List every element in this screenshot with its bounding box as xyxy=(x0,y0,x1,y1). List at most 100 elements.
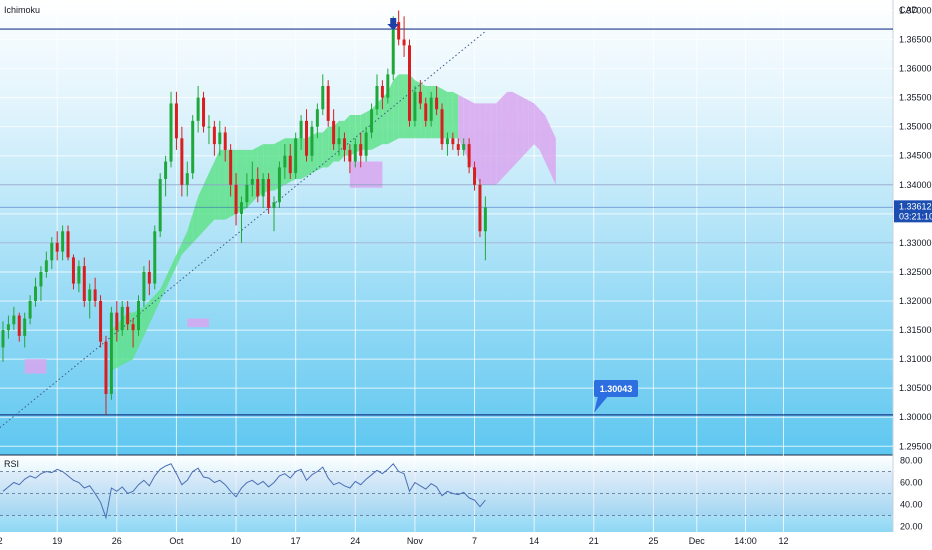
price-tick-label: 1.32500 xyxy=(899,267,932,277)
kumo-segment xyxy=(192,196,199,243)
kumo-segment xyxy=(203,173,209,232)
candle-bull xyxy=(462,144,466,150)
candle-bear xyxy=(223,132,227,150)
candle-bear xyxy=(147,271,151,284)
candle-bull xyxy=(272,202,276,209)
candle-bull xyxy=(294,138,298,174)
main-pane-background xyxy=(0,0,893,455)
price-axis[interactable]: 1.37000 1.36500 1.36000 1.35500 1.35000 1.345… xyxy=(894,5,932,532)
time-tick-label: 14 xyxy=(529,536,539,546)
candle-bear xyxy=(359,144,363,156)
callout-value: 1.30043 xyxy=(600,384,633,394)
candle-bear xyxy=(451,138,455,145)
candle-bull xyxy=(88,289,92,302)
time-axis-background xyxy=(0,532,893,550)
kumo-segment xyxy=(149,295,155,325)
candle-bull xyxy=(370,109,374,133)
price-tick-label: 1.32000 xyxy=(899,296,932,306)
kumo-segment xyxy=(317,132,323,171)
candle-bear xyxy=(180,138,184,185)
indicator-title[interactable]: Ichimoku xyxy=(4,5,40,15)
rsi-pane xyxy=(0,463,893,520)
candle-bull xyxy=(245,184,249,203)
candle-bear xyxy=(402,39,406,46)
time-tick-label: Nov xyxy=(407,536,424,546)
time-axis[interactable]: 12 19 26 Oct 10 17 24 Nov 7 14 21 25 Dec 14:00 12 xyxy=(0,536,788,546)
price-tick-label: 1.29500 xyxy=(899,441,932,451)
candle-bull xyxy=(44,260,48,272)
kumo-segment xyxy=(485,103,491,185)
candle-bull xyxy=(120,306,124,331)
kumo-bear-patch xyxy=(187,318,209,328)
candle-bear xyxy=(408,45,411,121)
candle-bear xyxy=(326,86,330,121)
kumo-segment xyxy=(550,126,556,185)
currency-label: CAD xyxy=(899,5,919,15)
time-tick-label: 10 xyxy=(231,536,241,546)
candle-bear xyxy=(115,312,119,331)
kumo-segment xyxy=(479,103,486,185)
time-tick-label: Oct xyxy=(169,536,184,546)
candle-bear xyxy=(256,178,260,197)
candle-bear xyxy=(435,97,439,110)
price-tick-label: 1.30000 xyxy=(899,412,932,422)
candle-bear xyxy=(332,120,336,145)
candle-bear xyxy=(478,184,482,232)
horizontal-levels xyxy=(0,28,893,416)
kumo-segment xyxy=(187,213,193,249)
candle-bear xyxy=(234,184,238,214)
kumo-segment xyxy=(528,100,535,150)
candle-bull xyxy=(386,74,390,98)
rsi-title[interactable]: RSI xyxy=(4,459,19,469)
kumo-segment xyxy=(398,74,405,139)
price-tick-label: 1.36000 xyxy=(899,64,932,74)
down-arrow-marker xyxy=(387,18,400,30)
kumo-segment xyxy=(176,242,182,267)
candle-bull xyxy=(153,231,157,284)
candle-bull xyxy=(77,266,81,284)
candle-bull xyxy=(353,144,357,162)
candle-bull xyxy=(142,271,146,302)
time-tick-label: 25 xyxy=(648,536,658,546)
candle-bear xyxy=(473,167,477,185)
candle-bull xyxy=(218,132,222,145)
candle-bear xyxy=(380,86,384,98)
candle-bull xyxy=(207,126,211,128)
kumo-segment xyxy=(517,94,524,162)
current-price-value: 1.33612 xyxy=(899,201,932,211)
candle-bull xyxy=(250,178,254,185)
time-tick-label: 7 xyxy=(472,536,477,546)
time-tick-label: 19 xyxy=(52,536,62,546)
time-tick-label: 21 xyxy=(589,536,599,546)
candle-bear xyxy=(288,155,292,174)
kumo-segment xyxy=(171,254,177,278)
candle-bear xyxy=(348,149,352,162)
candle-bear xyxy=(99,301,103,342)
candle-bear xyxy=(104,341,108,394)
candle-bull xyxy=(137,301,140,331)
candle-bear xyxy=(456,144,460,150)
candle-bear xyxy=(424,103,428,121)
candle-bull xyxy=(23,318,27,336)
time-tick-label: 12 xyxy=(778,536,788,546)
candle-bull xyxy=(191,120,195,174)
candle-bull xyxy=(6,324,10,331)
candle-bull xyxy=(483,207,487,232)
time-tick-label: 24 xyxy=(350,536,360,546)
price-tick-label: 1.34000 xyxy=(899,180,932,190)
kumo-bear-patch xyxy=(349,161,383,188)
candle-bull xyxy=(310,126,314,156)
candle-bear xyxy=(418,91,422,104)
candle-bull xyxy=(28,301,32,319)
price-tick-label: 1.36500 xyxy=(899,35,932,45)
candle-bear xyxy=(267,178,271,209)
candle-bear xyxy=(55,242,59,252)
callout-box[interactable] xyxy=(594,380,638,397)
candle-bull xyxy=(12,315,16,325)
candle-bull xyxy=(164,161,168,179)
candle-bull xyxy=(364,132,368,156)
current-price-tag[interactable] xyxy=(894,200,932,223)
candle-bull xyxy=(50,242,54,261)
